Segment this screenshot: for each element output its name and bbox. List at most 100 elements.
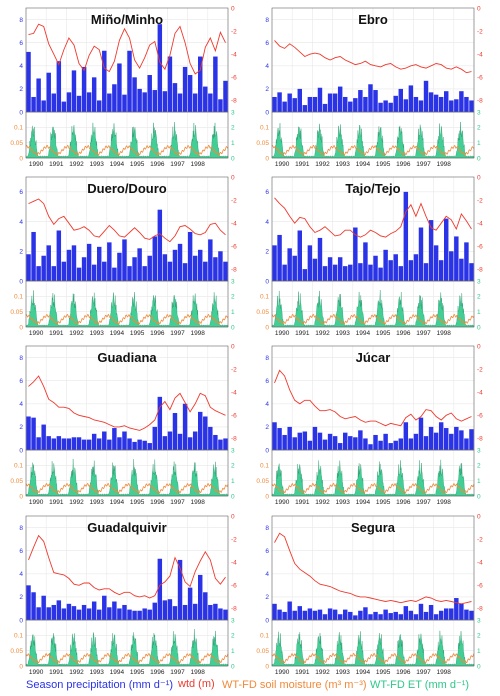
precip-bar	[343, 609, 348, 620]
precip-bar	[61, 261, 67, 281]
figure-svg: Miño/Minho 0 2 4 6 8 0 -2 -4 -6 -8 0 0.05 0.1 0 1 2 3 1990…	[10, 5, 483, 676]
precip-bar	[368, 84, 373, 112]
precip-bar	[469, 263, 474, 281]
precip-tick-label: 2	[19, 249, 23, 256]
precip-bar	[373, 611, 378, 620]
bottom-plot-frame	[25, 111, 229, 159]
x-tick-label: 1991	[49, 330, 64, 337]
precip-bar	[454, 236, 459, 281]
precip-bar	[162, 91, 168, 112]
precip-bar	[307, 440, 313, 450]
x-tick-label: 1995	[130, 161, 145, 168]
precip-tick-label: 0	[265, 447, 269, 454]
precip-bar	[172, 606, 178, 620]
wtd-tick-label: -2	[477, 197, 483, 204]
precip-tick-label: 2	[265, 249, 269, 256]
precip-bar	[203, 592, 208, 620]
precip-bar	[393, 95, 398, 112]
precip-bar	[337, 443, 343, 450]
wtd-tick-label: -4	[477, 52, 483, 59]
precip-bar	[378, 440, 383, 450]
basin-panel: Júcar 0 2 4 6 8 0 -2 -4 -6 -8 0 0.05 0.1 0 1 2 3 1990 1991 1…	[256, 343, 483, 506]
x-tick-label: 1992	[69, 669, 84, 676]
precip-bar	[66, 438, 72, 450]
precip-tick-label: 8	[19, 355, 23, 362]
sm-tick-label: 0.1	[14, 125, 23, 132]
precip-bar	[302, 610, 308, 620]
sm-tick-label: 0	[265, 324, 269, 331]
precip-bar	[182, 403, 188, 450]
precip-bar	[363, 607, 368, 620]
precip-bar	[277, 609, 282, 620]
x-tick-label: 1990	[275, 499, 290, 506]
precip-bar	[449, 251, 454, 281]
precip-bar	[66, 603, 72, 620]
precip-bar	[167, 599, 173, 620]
precip-bar	[292, 437, 297, 450]
precip-bar	[353, 615, 358, 620]
panel-title: Guadiana	[97, 350, 157, 365]
x-tick-label: 1998	[436, 161, 451, 168]
et-tick-label: 0	[231, 493, 235, 500]
basin-panel: Duero/Douro 0 2 4 6 0 -2 -4 -6 -8 0 0.05 0.1 0 1 2 3 1990…	[10, 174, 237, 337]
precip-bar	[373, 90, 378, 112]
precip-bar	[343, 432, 348, 450]
precip-tick-label: 4	[19, 219, 23, 226]
precip-tick-label: 2	[265, 424, 269, 431]
x-tick-label: 1993	[335, 499, 350, 506]
precip-bar	[66, 249, 72, 281]
precip-bar	[223, 438, 228, 450]
precip-bar	[182, 66, 188, 112]
precip-bar	[31, 592, 36, 620]
precip-bar	[223, 609, 228, 620]
wtd-tick-label: -2	[231, 536, 237, 543]
et-area	[25, 122, 229, 159]
precip-bar	[368, 444, 373, 450]
et-tick-label: 2	[231, 633, 235, 640]
precip-bar	[76, 609, 82, 620]
precip-bar	[172, 413, 178, 450]
precip-bar	[322, 103, 328, 112]
precip-tick-label: 2	[265, 86, 269, 93]
precip-bar	[378, 102, 383, 112]
sm-tick-label: 0	[19, 324, 23, 331]
precip-bar	[348, 611, 353, 620]
wtd-tick-label: 0	[231, 513, 235, 520]
et-tick-label: 2	[231, 125, 235, 132]
et-tick-label: 2	[231, 294, 235, 301]
x-tick-label: 1994	[110, 499, 125, 506]
x-tick-label: 1997	[170, 499, 185, 506]
x-tick-label: 1991	[295, 669, 310, 676]
precip-bar	[36, 78, 41, 112]
precip-bar	[282, 264, 287, 281]
precip-bar	[117, 608, 122, 620]
wtd-line	[28, 198, 226, 243]
x-tick-label: 1993	[335, 669, 350, 676]
precip-bar	[383, 433, 388, 450]
sm-tick-label: 0.05	[256, 478, 269, 485]
precip-bar	[26, 51, 31, 112]
soil-moisture-line	[25, 652, 229, 664]
precip-bar	[302, 269, 308, 281]
bottom-plot-frame	[25, 449, 229, 497]
x-tick-label: 1994	[356, 499, 371, 506]
precip-bar	[142, 608, 147, 620]
et-tick-label: 1	[231, 140, 235, 147]
soil-moisture-line	[25, 144, 229, 156]
x-tick-label: 1994	[356, 669, 371, 676]
legend-et: WT-FD ET (mm d⁻¹)	[370, 679, 470, 691]
x-tick-label: 1990	[29, 669, 44, 676]
precip-bar	[107, 93, 112, 112]
precip-bar	[56, 230, 62, 281]
precip-bar	[132, 77, 137, 112]
precip-bar	[469, 610, 474, 620]
precip-bar	[459, 430, 464, 450]
precip-bar	[26, 585, 31, 620]
precip-bar	[152, 602, 157, 620]
precip-bar	[383, 609, 388, 620]
precip-bar	[218, 439, 223, 450]
figure-legend: Season precipitation (mm d⁻¹) wtd (m) WT…	[0, 676, 500, 694]
precip-bar	[317, 237, 323, 281]
precip-bar	[378, 614, 383, 620]
precip-bar	[403, 422, 409, 450]
